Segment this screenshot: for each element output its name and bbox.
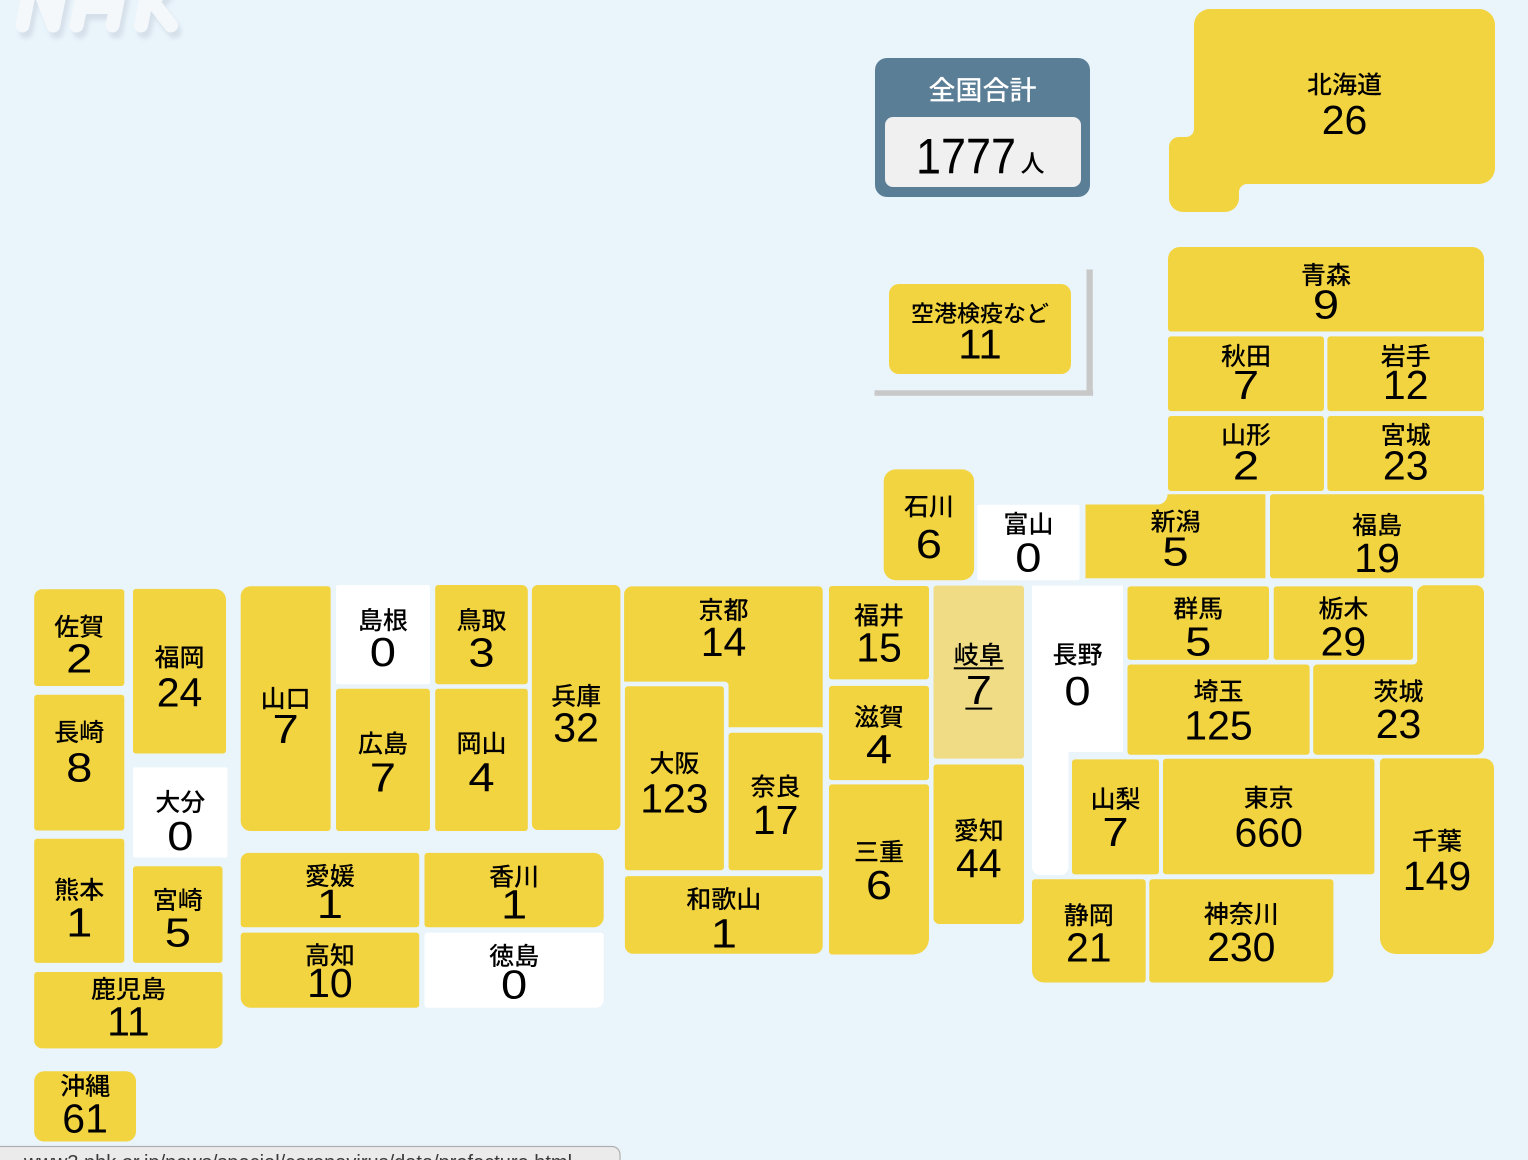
svg-text:125: 125	[1184, 702, 1252, 748]
svg-text:1: 1	[501, 882, 527, 927]
svg-text:26: 26	[1322, 97, 1368, 143]
svg-text:61: 61	[62, 1096, 108, 1142]
svg-text:32: 32	[553, 705, 599, 751]
svg-text:19: 19	[1354, 535, 1400, 581]
svg-text:149: 149	[1403, 853, 1471, 899]
svg-text:7: 7	[370, 755, 396, 800]
svg-text:17: 17	[753, 797, 799, 843]
svg-text:0: 0	[370, 630, 396, 675]
svg-text:7: 7	[1233, 363, 1259, 408]
svg-text:2: 2	[66, 636, 92, 681]
svg-text:7: 7	[966, 668, 992, 713]
svg-text:24: 24	[157, 670, 203, 716]
svg-text:8: 8	[66, 745, 92, 790]
svg-text:14: 14	[701, 619, 747, 665]
svg-text:7: 7	[272, 707, 298, 752]
svg-text:0: 0	[167, 814, 193, 859]
svg-text:0: 0	[1015, 535, 1041, 580]
svg-text:230: 230	[1207, 924, 1275, 970]
svg-text:5: 5	[1162, 529, 1188, 574]
svg-text:9: 9	[1313, 282, 1339, 327]
svg-text:23: 23	[1376, 701, 1422, 747]
svg-text:5: 5	[165, 911, 191, 956]
svg-text:11: 11	[107, 999, 150, 1045]
svg-text:0: 0	[1064, 669, 1090, 714]
svg-text:4: 4	[468, 755, 494, 800]
svg-text:3: 3	[468, 630, 494, 675]
svg-text:2: 2	[1233, 443, 1259, 488]
svg-text:4: 4	[866, 728, 892, 773]
svg-text:6: 6	[916, 522, 942, 567]
svg-text:10: 10	[307, 960, 353, 1006]
svg-text:44: 44	[956, 840, 1002, 886]
svg-text:1777: 1777	[916, 129, 1016, 185]
svg-text:5: 5	[1185, 619, 1211, 664]
svg-text:6: 6	[866, 863, 892, 908]
svg-text:1: 1	[66, 900, 92, 945]
svg-text:123: 123	[640, 776, 708, 822]
svg-text:0: 0	[501, 962, 527, 1007]
svg-text:21: 21	[1066, 925, 1112, 971]
svg-text:23: 23	[1383, 443, 1429, 489]
svg-text:12: 12	[1383, 362, 1429, 408]
svg-text:www3.nhk.or.jp/news/special/co: www3.nhk.or.jp/news/special/coronavirus/…	[23, 1152, 572, 1160]
svg-text:15: 15	[856, 624, 902, 670]
svg-text:1: 1	[317, 882, 343, 927]
svg-text:660: 660	[1234, 810, 1302, 856]
svg-text:7: 7	[1102, 810, 1128, 855]
svg-text:29: 29	[1321, 619, 1367, 665]
svg-text:11: 11	[958, 320, 1002, 367]
svg-text:1: 1	[711, 911, 737, 956]
